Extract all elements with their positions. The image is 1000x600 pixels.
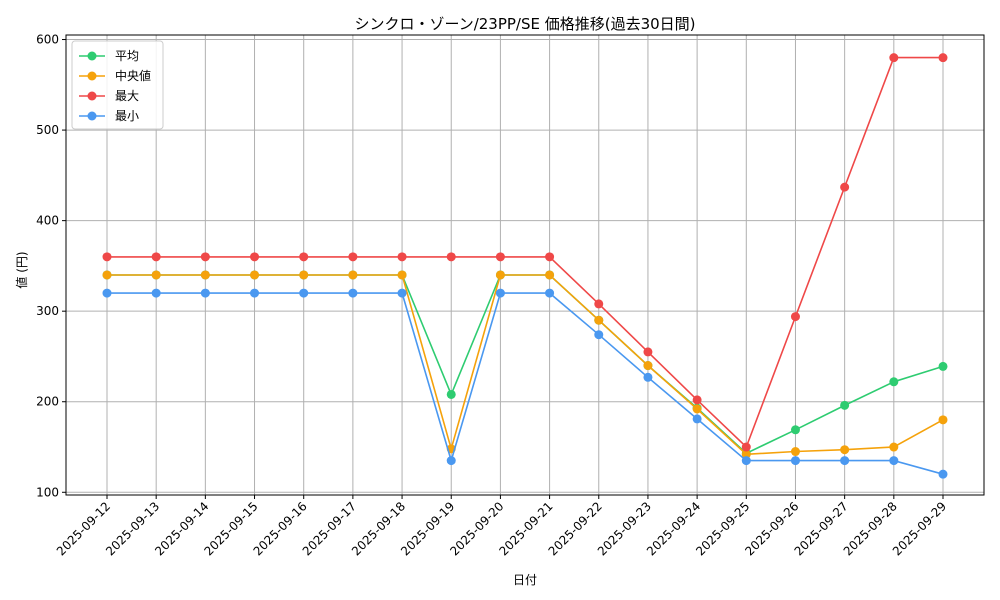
data-point — [545, 270, 555, 280]
legend-label: 中央値 — [115, 68, 151, 83]
data-point — [594, 315, 604, 325]
data-point — [790, 447, 800, 457]
data-point — [643, 372, 653, 382]
y-tick-label: 200 — [36, 395, 59, 409]
data-point — [692, 404, 702, 414]
data-point — [102, 288, 112, 298]
data-point — [938, 53, 948, 63]
data-point — [151, 252, 161, 262]
data-point — [643, 361, 653, 371]
data-point — [889, 442, 899, 452]
legend-label: 最小 — [115, 109, 139, 123]
series-1 — [102, 270, 948, 459]
data-point — [200, 252, 210, 262]
data-point — [692, 395, 702, 405]
plot-frame — [65, 34, 985, 496]
data-point — [790, 312, 800, 322]
data-point — [545, 252, 555, 262]
data-point — [790, 456, 800, 466]
series-line — [107, 56, 943, 449]
legend-marker — [87, 91, 97, 101]
data-point — [397, 252, 407, 262]
data-point — [446, 252, 456, 262]
data-point — [594, 299, 604, 309]
data-point — [741, 449, 751, 459]
data-point — [495, 252, 505, 262]
data-point — [840, 456, 850, 466]
data-point — [889, 377, 899, 387]
legend-box — [71, 40, 164, 130]
series-3 — [102, 288, 948, 479]
data-point — [102, 252, 112, 262]
data-point — [102, 270, 112, 280]
data-point — [348, 288, 358, 298]
data-point — [151, 270, 161, 280]
data-point — [790, 425, 800, 435]
y-tick-label: 500 — [36, 123, 59, 137]
grid — [66, 35, 984, 495]
data-point — [840, 445, 850, 455]
data-point — [200, 270, 210, 280]
x-axis: 2025-09-122025-09-132025-09-142025-09-15… — [54, 495, 949, 558]
data-point — [938, 361, 948, 371]
data-point — [741, 456, 751, 466]
legend-entry: 最小 — [79, 109, 139, 123]
data-point — [938, 415, 948, 425]
data-point — [250, 270, 260, 280]
data-point — [545, 288, 555, 298]
legend-entry: 最大 — [79, 89, 139, 103]
data-point — [889, 53, 899, 63]
data-point — [938, 469, 948, 479]
data-point — [348, 252, 358, 262]
data-point — [250, 252, 260, 262]
data-point — [594, 330, 604, 340]
series-line — [107, 292, 944, 475]
data-point — [840, 182, 850, 192]
legend-label: 最大 — [115, 89, 139, 103]
data-point — [643, 347, 653, 357]
data-point — [200, 288, 210, 298]
legend-marker — [87, 71, 97, 81]
legend-marker — [87, 51, 97, 61]
y-tick-label: 100 — [36, 485, 59, 499]
series-2 — [102, 53, 948, 452]
legend-marker — [87, 111, 97, 121]
y-axis: 100 200 300 400 500 600 — [36, 33, 66, 499]
legend-entry: 平均 — [79, 49, 139, 63]
data-point — [299, 252, 309, 262]
data-point — [741, 442, 751, 452]
series-0 — [102, 270, 948, 458]
legend-entry: 中央値 — [79, 68, 151, 83]
data-point — [840, 400, 850, 410]
data-point — [397, 270, 407, 280]
y-tick-label: 300 — [36, 304, 59, 318]
data-point — [446, 389, 456, 399]
data-point — [397, 288, 407, 298]
series-line — [107, 274, 944, 455]
data-point — [692, 414, 702, 424]
data-point — [151, 288, 161, 298]
data-point — [299, 270, 309, 280]
data-point — [495, 288, 505, 298]
legend-label: 平均 — [115, 49, 139, 63]
series-line — [107, 274, 944, 456]
data-point — [250, 288, 260, 298]
y-tick-label: 400 — [36, 214, 59, 228]
y-tick-label: 600 — [36, 33, 59, 47]
data-point — [299, 288, 309, 298]
data-point — [446, 456, 456, 466]
data-point — [348, 270, 358, 280]
data-point — [889, 456, 899, 466]
data-point — [495, 270, 505, 280]
series-layer — [102, 53, 948, 479]
y-axis-label: 値 (円) — [14, 251, 29, 288]
chart-title: シンクロ・ゾーン/23PP/SE 価格推移(過去30日間) — [354, 15, 695, 33]
x-axis-label: 日付 — [513, 573, 537, 587]
